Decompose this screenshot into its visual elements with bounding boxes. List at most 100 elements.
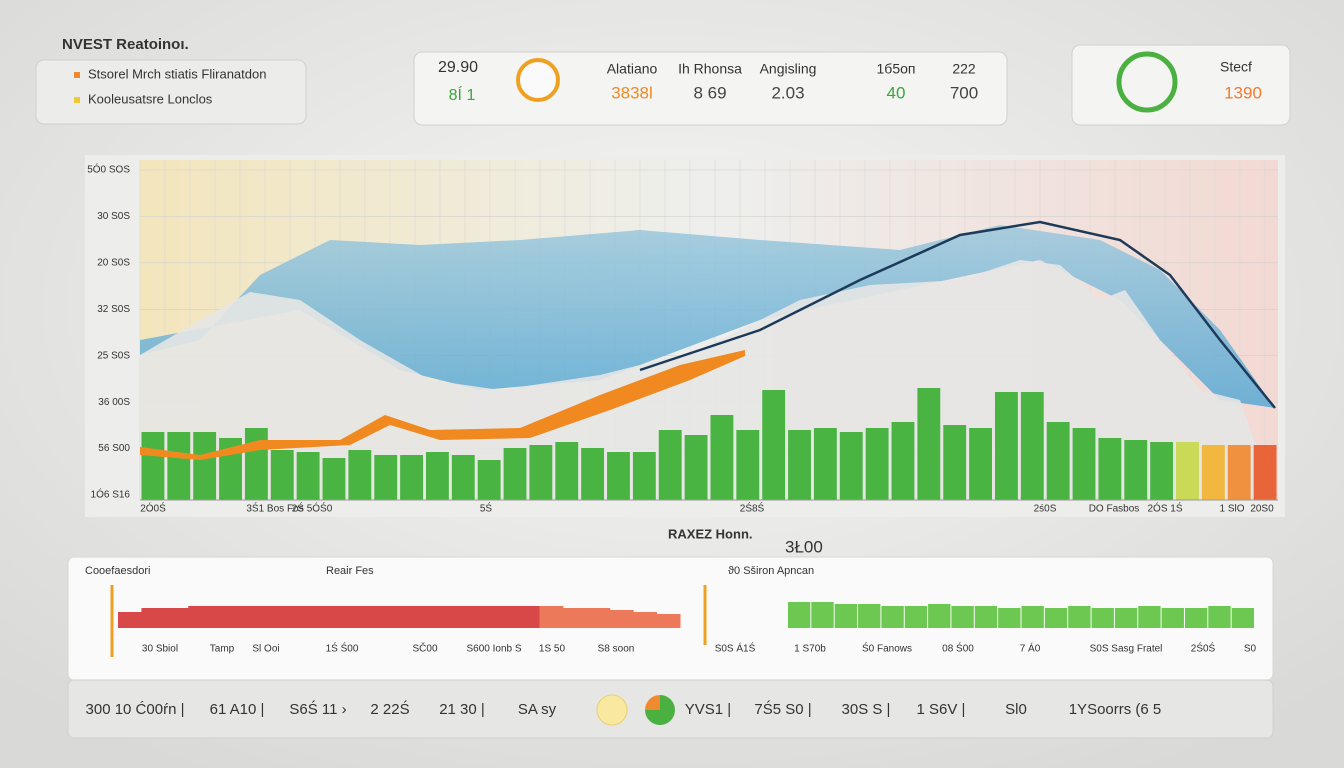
blue-area — [140, 225, 1275, 408]
x-tick-label: 2Ś8Ś — [740, 502, 765, 515]
strip-bar — [881, 606, 904, 628]
bar — [684, 435, 708, 500]
footer-item: 21 30 | — [439, 701, 485, 718]
strip-label: S0S Sasg Fratel — [1090, 644, 1163, 655]
strip-bar — [516, 606, 540, 628]
bar — [1176, 442, 1199, 500]
bar — [477, 460, 501, 500]
strip-bar — [1114, 608, 1138, 628]
y-tick-label: 25 S0S — [97, 350, 130, 361]
footer-item: S6Ś 11 › — [289, 700, 346, 718]
bar — [865, 428, 889, 500]
bar — [244, 428, 268, 500]
bar — [736, 430, 760, 500]
strip-label: 1 S70b — [794, 644, 826, 655]
bar — [503, 448, 527, 500]
strip-bar — [1068, 606, 1091, 628]
strip-bar — [609, 610, 634, 628]
bar — [917, 388, 941, 500]
strip-bar — [352, 606, 377, 628]
bar — [141, 432, 165, 500]
strip-bar — [281, 606, 306, 628]
bar — [555, 442, 579, 500]
strip-bar — [904, 606, 928, 628]
stat-sub: 8Í 1 — [449, 85, 476, 104]
y-tick-label: 1Ó6 S16 — [91, 488, 131, 501]
footer-item: SA sy — [518, 701, 557, 718]
strip-label: S600 Ionb S — [466, 644, 521, 655]
strip-title: Reair Fes — [326, 565, 374, 577]
y-tick-label: 36 00S — [98, 397, 130, 408]
stat-value: 8 69 — [693, 83, 726, 102]
bar — [1227, 445, 1251, 500]
chart-caption-value: 3Ł00 — [785, 537, 823, 556]
footer-item: YVS1 | — [685, 701, 731, 718]
strip-bar — [1231, 608, 1254, 628]
orange-band — [140, 350, 745, 460]
strip-bar — [328, 606, 353, 628]
x-tick-label: 2Ó0Ś — [140, 502, 166, 515]
strip-bar — [1184, 608, 1208, 628]
bar — [839, 432, 863, 500]
side-value: 1390 — [1224, 83, 1262, 102]
strip-bar — [1161, 608, 1184, 628]
legend-label: Kooleusatsre Lonclos — [88, 91, 213, 106]
strip-bar — [375, 606, 400, 628]
stat-label: 1б5oп — [877, 61, 916, 77]
bar — [1150, 442, 1174, 500]
bar-group — [141, 388, 1277, 500]
legend-swatch — [74, 97, 80, 103]
bar — [632, 452, 656, 500]
x-tick-label: 20S0 — [1250, 504, 1274, 515]
bar — [813, 428, 837, 500]
stat-value: 40 — [887, 83, 906, 102]
bar — [193, 432, 217, 500]
strip-bar — [1091, 608, 1114, 628]
bar — [969, 428, 992, 500]
stat-label: Ih Rhonsa — [678, 61, 742, 77]
stat-label: 222 — [952, 61, 976, 77]
stats-card — [413, 51, 1008, 126]
x-tick-label: 5Ś — [480, 502, 493, 515]
side-label: Stecf — [1220, 59, 1252, 75]
strip-label: Ś0 Fanows — [862, 642, 912, 655]
strip-bar — [586, 608, 611, 628]
stat-value: 3838l — [611, 83, 653, 102]
bar — [1072, 428, 1096, 500]
bar — [1046, 422, 1070, 500]
strip-bar — [656, 614, 681, 628]
strip-bar — [788, 602, 811, 628]
bar — [400, 455, 423, 500]
strip-bar — [1044, 608, 1068, 628]
bar — [451, 455, 475, 500]
bar — [710, 415, 734, 500]
footer-item: 300 10 Ć00ŕn | — [86, 701, 185, 718]
bar — [581, 448, 605, 500]
strip-label: SČ00 — [412, 642, 437, 655]
strip-bar — [1138, 606, 1161, 628]
bar — [762, 390, 786, 500]
strip-title: ϑ0 Sširon Apncan — [728, 565, 814, 577]
legend-label: Stsorel Mrch stiatis Fliranatdon — [88, 66, 266, 81]
strip-bars — [118, 602, 1254, 628]
strip-bar — [1021, 606, 1044, 628]
strip-bar — [164, 608, 189, 628]
stat-label: Angisling — [760, 61, 817, 77]
x-tick-label: DO Fasbos — [1089, 504, 1140, 515]
bar — [788, 430, 811, 500]
strip-bar — [974, 606, 998, 628]
bar — [891, 422, 915, 500]
y-tick-label: 56 S00 — [98, 443, 130, 454]
bar — [529, 445, 553, 500]
bar — [607, 452, 630, 500]
strip-bar — [118, 612, 142, 628]
bar — [1253, 445, 1277, 500]
bar — [348, 450, 372, 500]
title: NVEST Reatoinoı. — [62, 36, 189, 53]
strip-bar — [141, 608, 166, 628]
footer-item: 1 S6V | — [917, 701, 966, 718]
stat-value: 2.03 — [771, 83, 804, 102]
x-tick-label: 1 SlO — [1219, 504, 1244, 515]
y-tick-label: 20 S0S — [97, 257, 130, 268]
